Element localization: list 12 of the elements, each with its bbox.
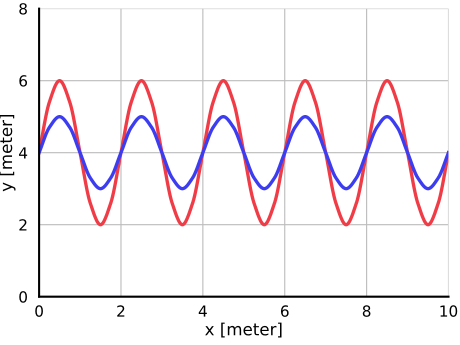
x-tick-label: 0	[35, 305, 43, 317]
x-tick-label: 8	[362, 305, 370, 317]
y-tick-label: 4	[19, 147, 28, 158]
x-tick-label: 4	[198, 306, 207, 317]
y-tick-label: 8	[19, 3, 27, 15]
x-axis-title: x [meter]	[205, 322, 282, 338]
y-tick-label: 2	[19, 219, 26, 230]
y-tick-label: 6	[19, 75, 28, 87]
x-tick-label: 6	[280, 305, 289, 317]
x-tick-label: 10	[440, 305, 458, 317]
y-tick-label: 0	[19, 291, 27, 303]
x-tick-label: 2	[117, 305, 124, 317]
